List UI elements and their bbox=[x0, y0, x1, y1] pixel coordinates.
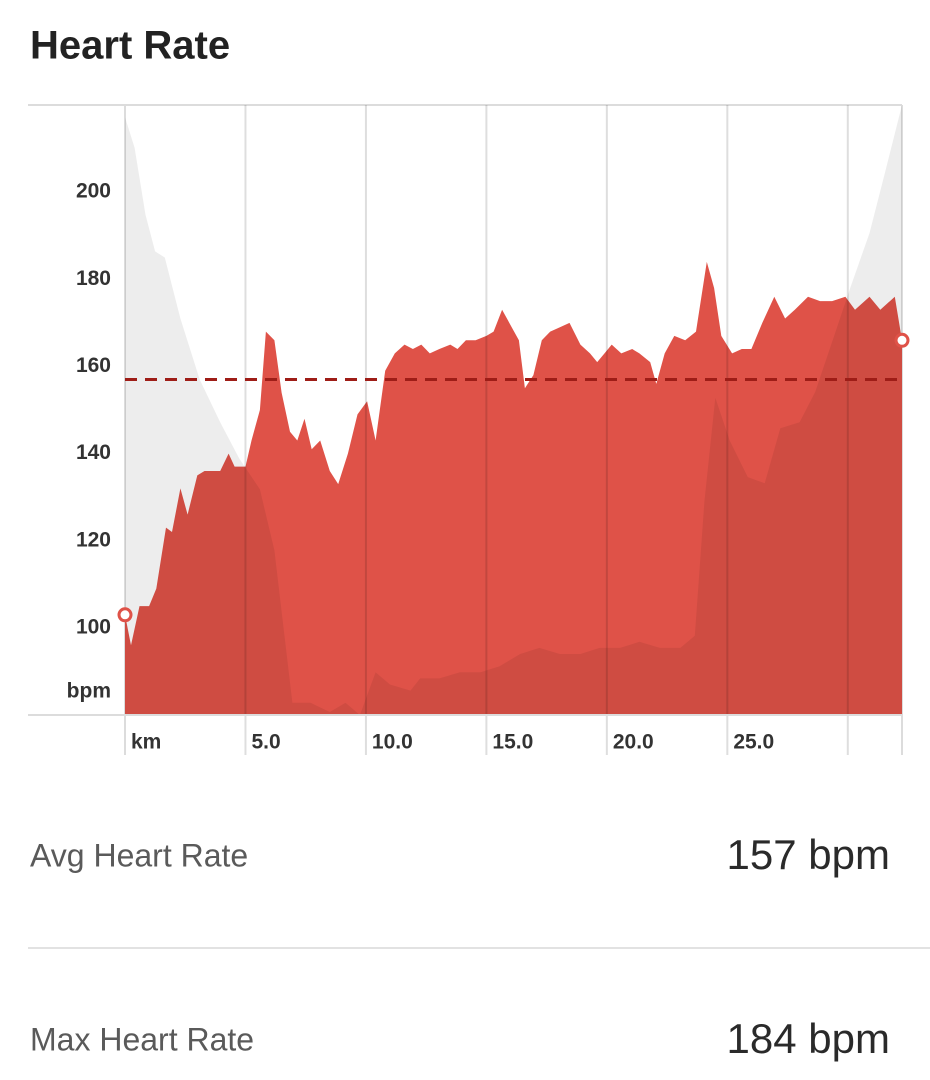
x-axis-label: km bbox=[131, 731, 161, 754]
y-axis-label: bpm bbox=[67, 680, 111, 703]
page-title: Heart Rate bbox=[30, 24, 230, 68]
end-marker bbox=[117, 607, 133, 623]
y-tick-label: 100 bbox=[76, 615, 111, 638]
area bbox=[125, 261, 902, 715]
stat-value: 184 bpm bbox=[727, 1015, 890, 1062]
y-tick-label: 180 bbox=[76, 267, 111, 290]
chart: 5.0 10.0 15.0 20.0 25.0 km 100 120 140 160 180 200 b… bbox=[28, 104, 910, 755]
x-tick-label: 25.0 bbox=[733, 731, 774, 754]
x-tick-label: 5.0 bbox=[251, 731, 280, 754]
stat-label: Avg Heart Rate bbox=[30, 837, 248, 873]
x-tick-label: 15.0 bbox=[492, 731, 533, 754]
y-tick-label: 160 bbox=[76, 354, 111, 377]
stat-value: 157 bpm bbox=[727, 831, 890, 878]
area bbox=[125, 105, 902, 715]
y-tick-label: 120 bbox=[76, 528, 111, 551]
x-tick-label: 20.0 bbox=[613, 731, 654, 754]
y-tick-label: 200 bbox=[76, 180, 111, 203]
end-marker bbox=[894, 332, 910, 348]
y-tick-label: 140 bbox=[76, 441, 111, 464]
x-tick-label: 10.0 bbox=[372, 731, 413, 754]
stat-label: Max Heart Rate bbox=[30, 1021, 254, 1057]
